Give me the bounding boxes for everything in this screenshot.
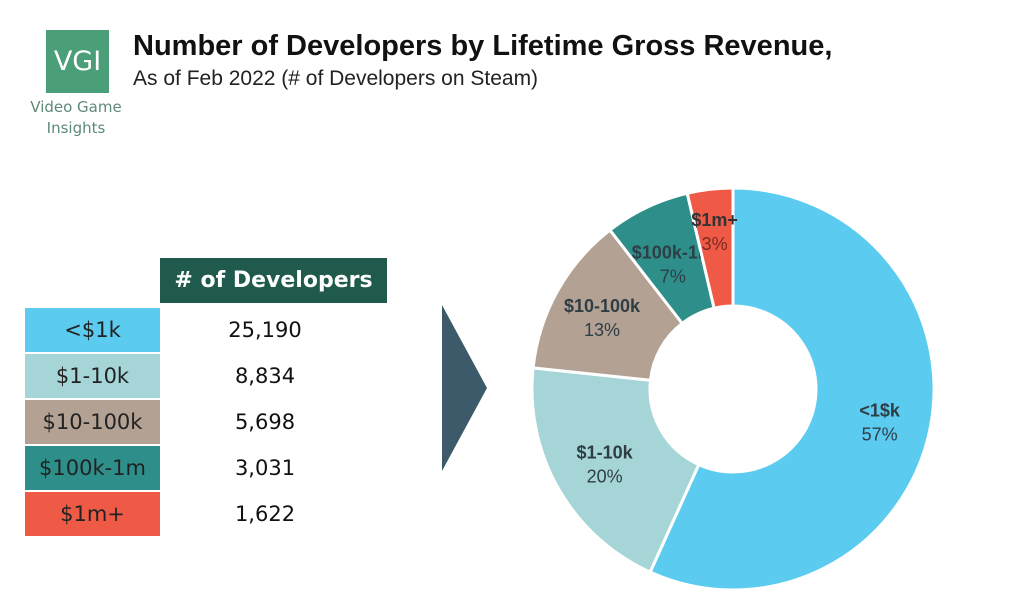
table-category-cell: $1-10k xyxy=(25,354,160,398)
slice-percent-label: 57% xyxy=(862,425,898,445)
table-category-cell: $10-100k xyxy=(25,400,160,444)
donut-slice xyxy=(531,227,685,382)
slice-percent-label: 3% xyxy=(702,234,728,254)
table-category-cell: <$1k xyxy=(25,308,160,352)
table-value-cell: 1,622 xyxy=(234,502,296,526)
table-value-cell: 3,031 xyxy=(234,456,296,480)
slice-percent-label: 7% xyxy=(660,267,686,287)
donut-slice xyxy=(685,186,735,310)
slice-category-label: $100k-1m xyxy=(632,243,714,263)
logo-mark: VGI xyxy=(46,30,109,93)
chart-subtitle: As of Feb 2022 (# of Developers on Steam… xyxy=(133,67,539,90)
table-header: # of Developers xyxy=(160,258,387,303)
table-category-cell: $1m+ xyxy=(25,492,160,536)
slice-percent-label: 20% xyxy=(587,467,623,487)
slice-category-label: $1m+ xyxy=(691,210,738,230)
chart-title: Number of Developers by Lifetime Gross R… xyxy=(133,30,833,62)
logo-name: Video Game Insights xyxy=(20,97,132,139)
slice-category-label: $10-100k xyxy=(564,296,641,316)
table-value-cell: 5,698 xyxy=(234,410,296,434)
table-value-cell: 8,834 xyxy=(234,364,296,388)
logo-name-line1: Video Game xyxy=(30,98,122,116)
donut-slice xyxy=(648,186,936,592)
table-value-cell: 25,190 xyxy=(228,318,302,342)
slice-category-label: $1-10k xyxy=(577,443,634,463)
slice-category-label: <1$k xyxy=(859,401,901,421)
table-category-cell: $100k-1m xyxy=(25,446,160,490)
logo-name-line2: Insights xyxy=(46,119,106,137)
arrow-icon xyxy=(442,305,487,471)
slice-percent-label: 13% xyxy=(584,320,620,340)
donut-slice xyxy=(530,366,701,575)
